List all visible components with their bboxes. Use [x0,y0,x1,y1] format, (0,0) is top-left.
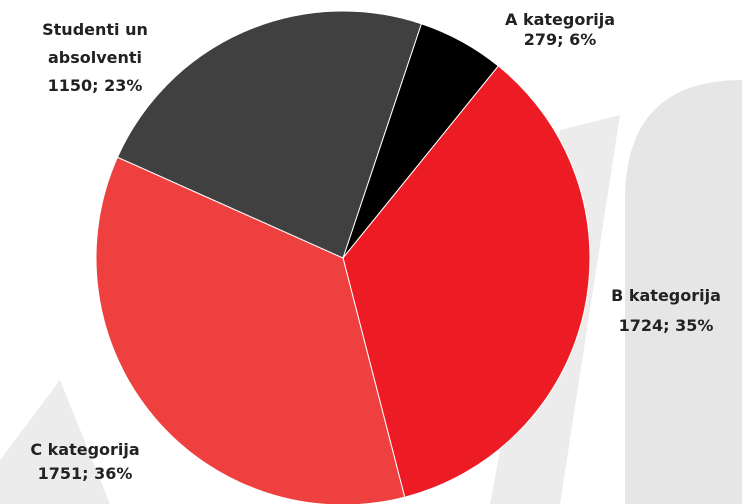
category-label: Studenti un absolventi [42,20,148,67]
pie-slice [95,156,406,504]
pie [95,10,591,504]
pie-slice [116,10,423,259]
value-label: 1724; 35% [618,316,714,335]
category-label: A kategorija [505,10,615,29]
value-label: 1150; 23% [47,76,143,95]
category-label: C kategorija [30,440,140,459]
slice-label: C kategorija 1751; 36% [0,436,170,488]
slice-label: B kategorija 1724; 35% [590,282,742,340]
slice-label: Studenti un absolventi 1150; 23% [20,16,170,100]
pie-slice [342,65,591,498]
background-shape [625,80,742,504]
slice-label: A kategorija 279; 6% [470,6,650,54]
background-shape [0,380,110,504]
category-label: B kategorija [611,286,721,305]
value-label: 279; 6% [523,30,597,49]
value-label: 1751; 36% [37,464,133,483]
